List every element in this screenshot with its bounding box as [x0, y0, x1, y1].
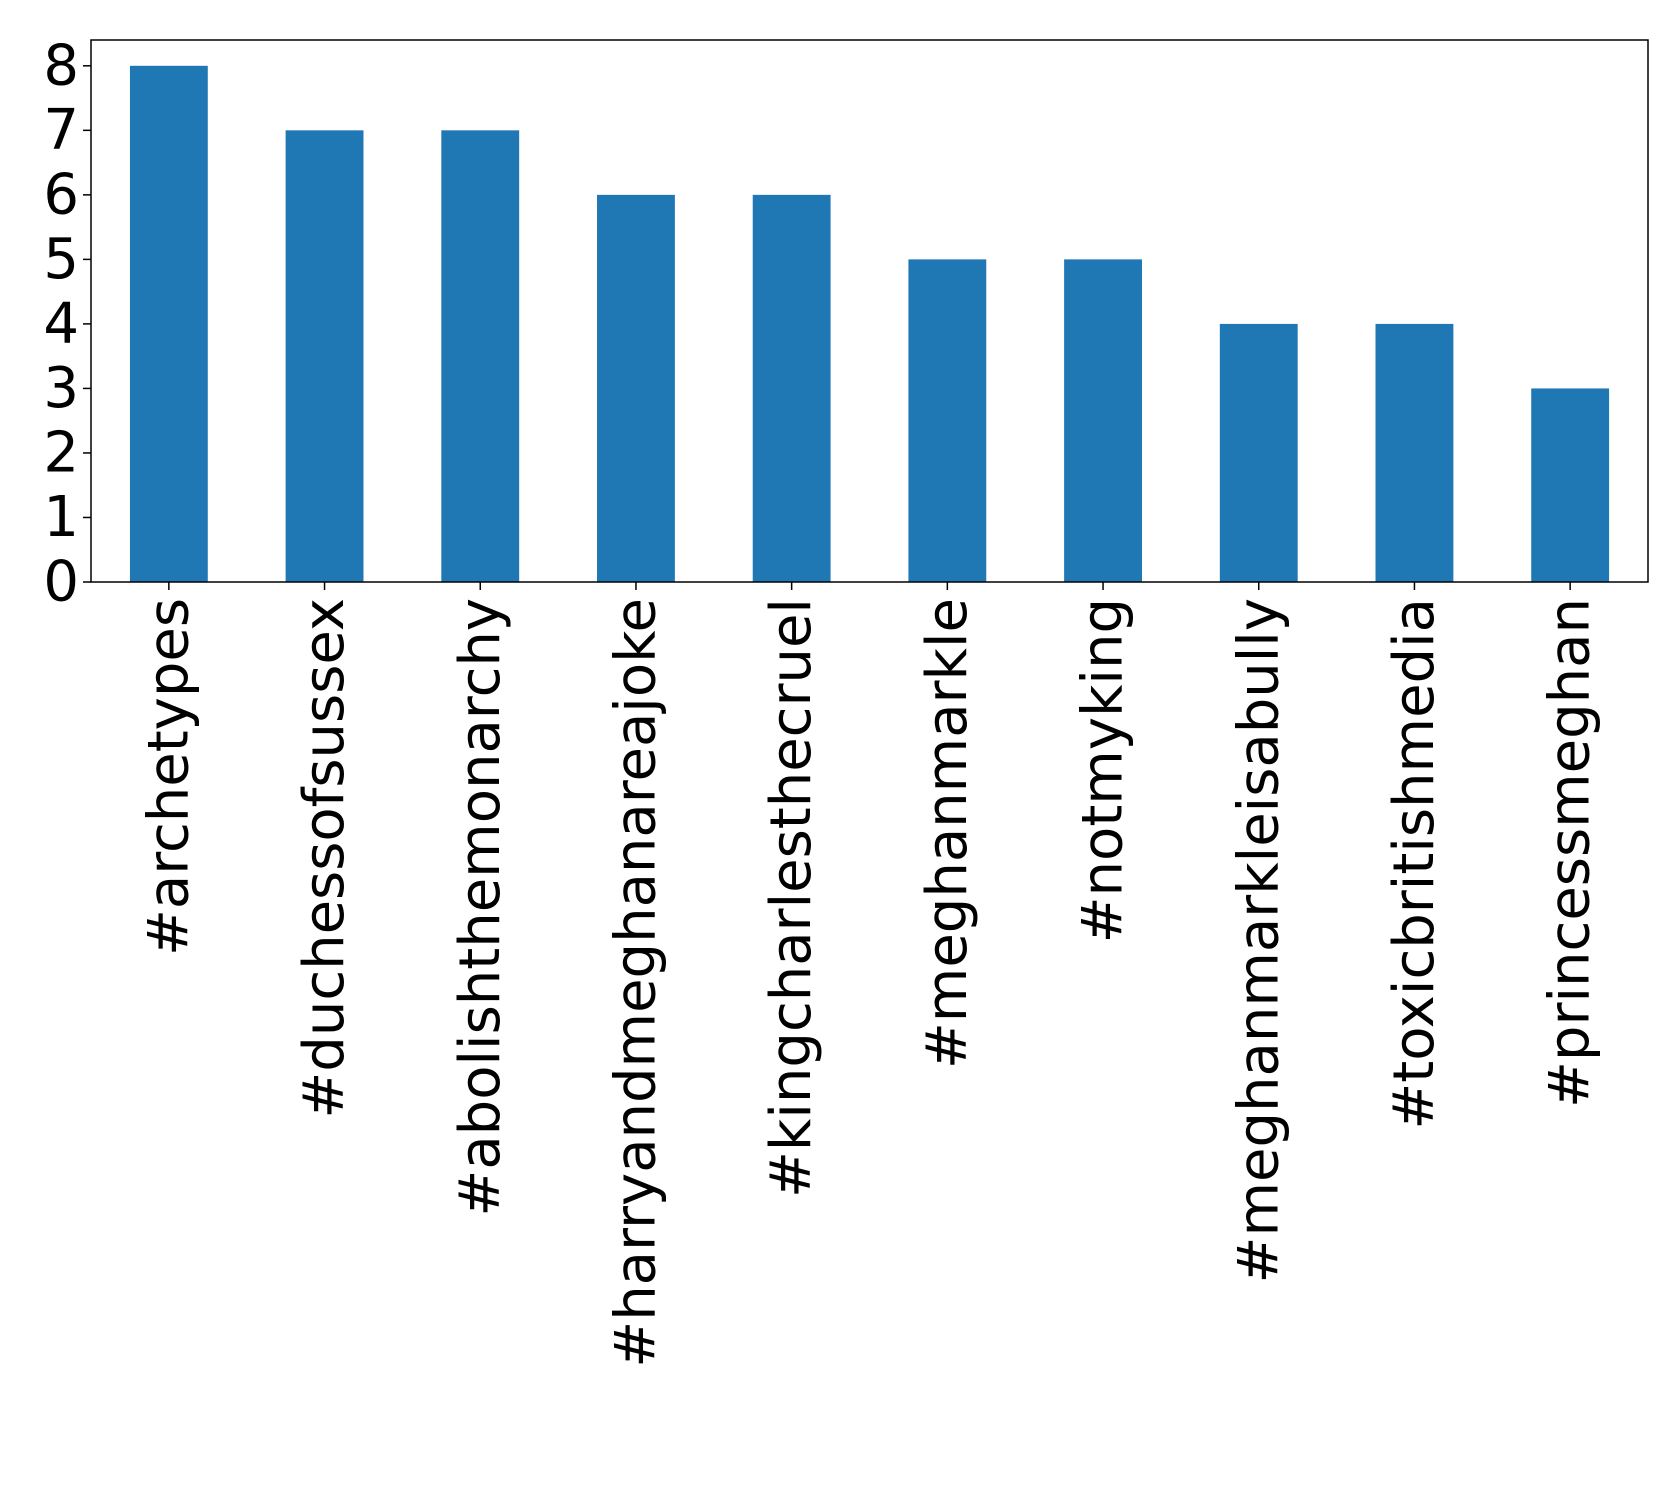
bar-6	[1064, 259, 1142, 582]
bar-2	[441, 130, 520, 582]
y-tick-label-1: 1	[43, 485, 79, 550]
y-tick-label-4: 4	[43, 291, 79, 356]
x-tick-label-3: #harryandmeghanareajoke	[603, 598, 668, 1368]
bar-1	[285, 130, 364, 582]
bar-3	[597, 194, 675, 583]
y-tick-label-6: 6	[43, 162, 79, 227]
x-tick-label-1: #duchessofsussex	[292, 598, 357, 1119]
x-tick-label-4: #kingcharlesthecruel	[759, 598, 824, 1198]
bar-4	[752, 194, 831, 583]
y-tick-label-8: 8	[43, 33, 79, 98]
y-tick-label-5: 5	[43, 227, 79, 292]
x-tick-label-7: #meghanmarkleisabully	[1226, 598, 1291, 1283]
y-tick-label-3: 3	[43, 356, 79, 421]
bar-8	[1375, 323, 1454, 582]
x-tick-label-2: #abolishthemonarchy	[448, 598, 513, 1217]
x-tick-label-9: #princessmeghan	[1538, 598, 1603, 1108]
plot-frame	[90, 39, 1649, 583]
y-tick-label-2: 2	[43, 420, 79, 485]
x-tick-label-8: #toxicbritishmedia	[1382, 598, 1447, 1130]
bar-0	[129, 65, 208, 582]
axis-layer	[83, 39, 1649, 590]
x-tick-label-5: #meghanmarkle	[915, 598, 980, 1069]
bar-5	[908, 259, 987, 582]
bars-layer	[129, 65, 1610, 583]
bar-9	[1531, 388, 1610, 582]
bar-7	[1219, 323, 1298, 582]
y-tick-label-7: 7	[43, 98, 79, 163]
x-tick-label-0: #archetypes	[136, 598, 201, 956]
x-tick-label-6: #notmyking	[1071, 598, 1136, 943]
y-tick-label-0: 0	[43, 550, 79, 615]
